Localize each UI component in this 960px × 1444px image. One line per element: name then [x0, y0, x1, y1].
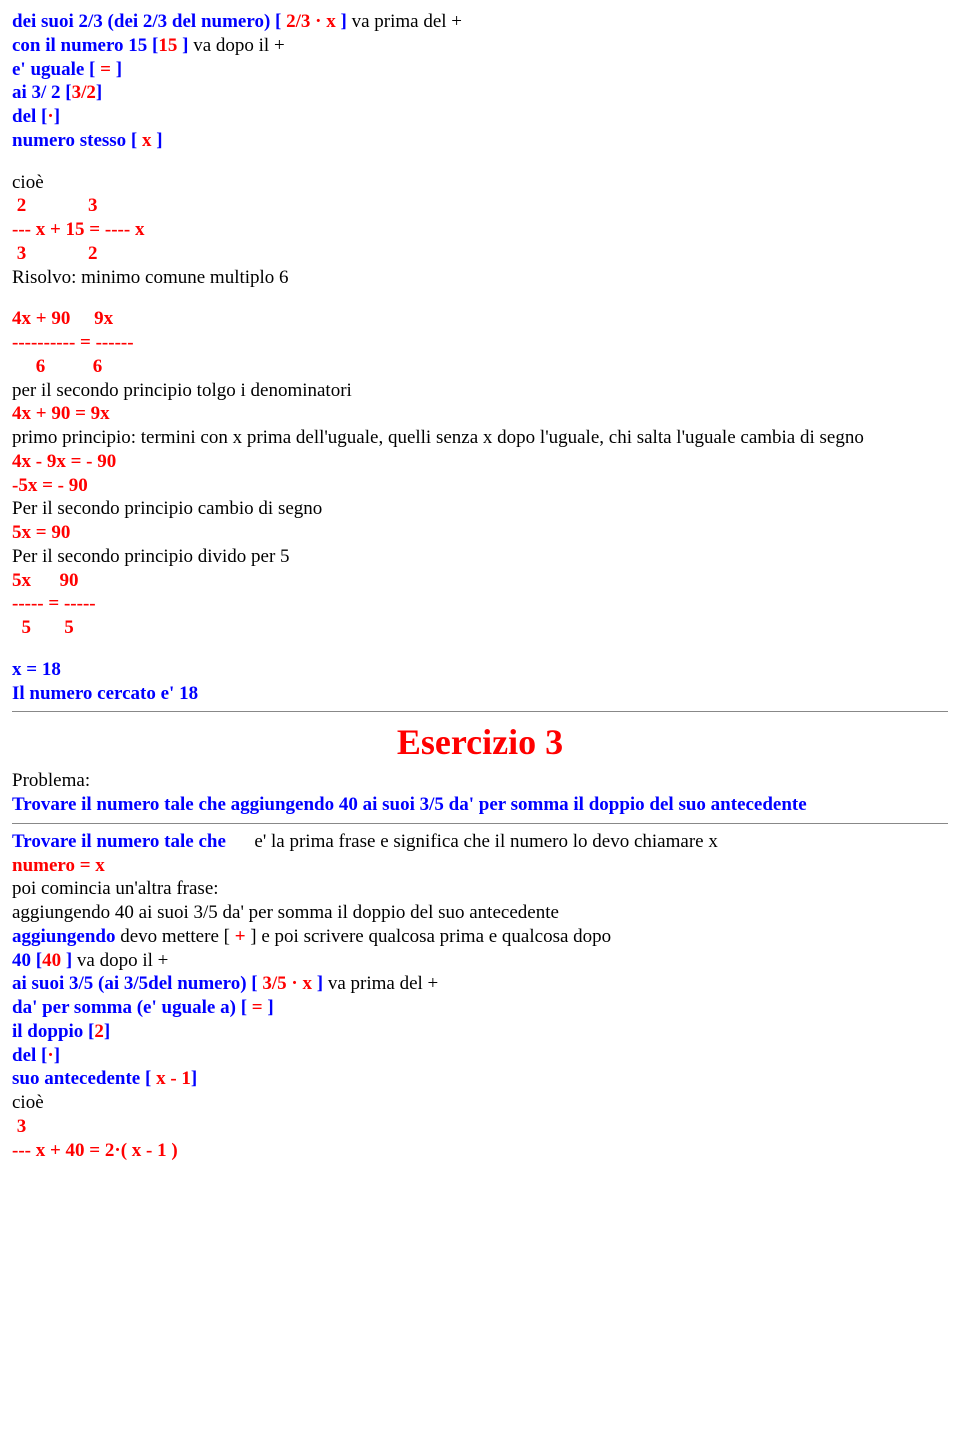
text: 2/3 · x [286, 11, 340, 32]
text-line: da' per somma (e' uguale a) [ = ] [12, 996, 948, 1020]
text: ] [267, 997, 273, 1018]
text: devo mettere [ [120, 926, 234, 947]
text-line: 3 [12, 1115, 948, 1139]
text: va dopo il + [77, 950, 168, 971]
text-line: Risolvo: minimo comune multiplo 6 [12, 266, 948, 290]
text: da' per somma (e' uguale a) [ [12, 997, 252, 1018]
text: aggiungendo [12, 926, 120, 947]
text-line: -5x = - 90 [12, 474, 948, 498]
text: numero stesso [ [12, 130, 142, 151]
text: con il numero 15 [ [12, 35, 158, 56]
text-line: 4x + 90 = 9x [12, 402, 948, 426]
text: ] [104, 1021, 110, 1042]
text-line: 6 6 [12, 355, 948, 379]
divider [12, 823, 948, 824]
text-line: il doppio [2] [12, 1020, 948, 1044]
text: Trovare il numero tale che [12, 831, 231, 852]
text-line: 2 3 [12, 194, 948, 218]
text-line: con il numero 15 [15 ] va dopo il + [12, 34, 948, 58]
text-line: aggiungendo 40 ai suoi 3/5 da' per somma… [12, 901, 948, 925]
text-line: cioè [12, 171, 948, 195]
text: 3/2 [72, 82, 96, 103]
text: = [252, 997, 268, 1018]
text-line: ----- = ----- [12, 592, 948, 616]
text: ] [156, 130, 162, 151]
text-line: ---------- = ------ [12, 331, 948, 355]
text-line: cioè [12, 1091, 948, 1115]
divider [12, 711, 948, 712]
text-line: Problema: [12, 769, 948, 793]
text: ] [54, 1045, 60, 1066]
text-line: x = 18 [12, 658, 948, 682]
text: dei suoi 2/3 (dei 2/3 del numero) [ [12, 11, 286, 32]
text: ai 3/ 2 [ [12, 82, 72, 103]
text-line: ai 3/ 2 [3/2] [12, 81, 948, 105]
text-line: 5 5 [12, 616, 948, 640]
text-line: Trovare il numero tale che aggiungendo 4… [12, 793, 948, 817]
text: ] [340, 11, 351, 32]
text-line: del [·] [12, 1044, 948, 1068]
text-line: 4x + 90 9x [12, 307, 948, 331]
text: del [ [12, 1045, 47, 1066]
text-line: aggiungendo devo mettere [ + ] e poi scr… [12, 925, 948, 949]
text-line: ai suoi 3/5 (ai 3/5del numero) [ 3/5 · x… [12, 972, 948, 996]
text: 3/5 · x [262, 973, 316, 994]
text-line: Il numero cercato e' 18 [12, 682, 948, 706]
text-line: suo antecedente [ x - 1] [12, 1067, 948, 1091]
text: 40 [ [12, 950, 42, 971]
text: suo antecedente [ [12, 1068, 156, 1089]
text-line: --- x + 40 = 2·( x - 1 ) [12, 1139, 948, 1163]
text: e' la prima frase e significa che il num… [231, 831, 718, 852]
text-line: Per il secondo principio divido per 5 [12, 545, 948, 569]
text: va prima del + [352, 11, 462, 32]
text: ] [182, 35, 193, 56]
text-line: e' uguale [ = ] [12, 58, 948, 82]
text: va dopo il + [193, 35, 284, 56]
text: = [100, 59, 116, 80]
text-line: Per il secondo principio cambio di segno [12, 497, 948, 521]
text-line: 4x - 9x = - 90 [12, 450, 948, 474]
text: ] [54, 106, 60, 127]
text: + [235, 926, 251, 947]
text-line: 5x = 90 [12, 521, 948, 545]
exercise-title: Esercizio 3 [12, 720, 948, 765]
text: 2 [94, 1021, 104, 1042]
text-line: primo principio: termini con x prima del… [12, 426, 948, 450]
text: va prima del + [328, 973, 438, 994]
text: e' uguale [ [12, 59, 100, 80]
text: ] [191, 1068, 197, 1089]
text-line: 3 2 [12, 242, 948, 266]
text-line: numero stesso [ x ] [12, 129, 948, 153]
text-line: 40 [40 ] va dopo il + [12, 949, 948, 973]
text: ] [116, 59, 122, 80]
text-line: numero = x [12, 854, 948, 878]
text-line: 5x 90 [12, 569, 948, 593]
text: 40 [42, 950, 66, 971]
text: del [ [12, 106, 47, 127]
text-line: --- x + 15 = ---- x [12, 218, 948, 242]
text-line: per il secondo principio tolgo i denomin… [12, 379, 948, 403]
text: il doppio [ [12, 1021, 94, 1042]
text: ] e poi scrivere qualcosa prima e qualco… [250, 926, 611, 947]
text: ] [96, 82, 102, 103]
text: x - 1 [156, 1068, 191, 1089]
text-line: Trovare il numero tale che e' la prima f… [12, 830, 948, 854]
text-line: poi comincia un'altra frase: [12, 877, 948, 901]
text: 15 [158, 35, 182, 56]
text: x [142, 130, 156, 151]
text: ] [66, 950, 77, 971]
text-line: del [·] [12, 105, 948, 129]
text: ai suoi 3/5 (ai 3/5del numero) [ [12, 973, 262, 994]
text-line: dei suoi 2/3 (dei 2/3 del numero) [ 2/3 … [12, 10, 948, 34]
text: ] [317, 973, 328, 994]
